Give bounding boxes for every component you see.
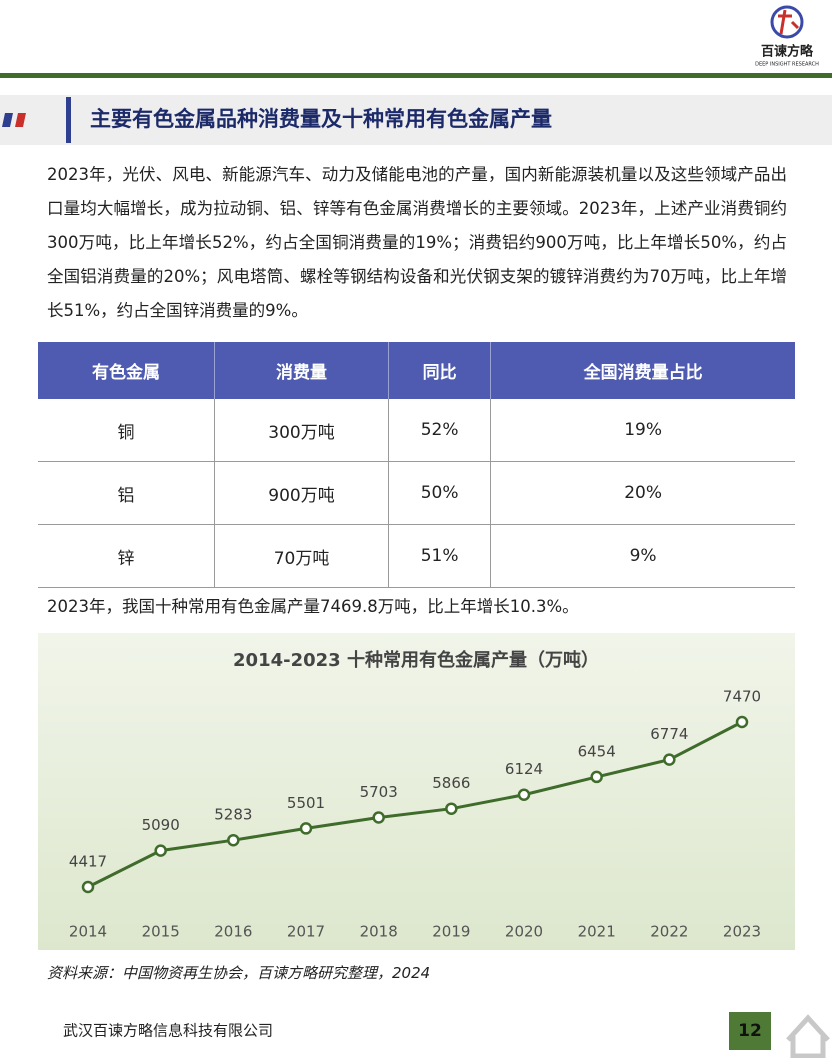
value-label: 7470: [723, 688, 761, 706]
table-cell: 52%: [387, 399, 491, 462]
source: 资料来源：中国物资再生协会，百谏方略研究整理，2024: [47, 964, 431, 982]
line: [87, 720, 743, 889]
title-band: [0, 95, 832, 145]
table-row: 铝 900万吨 50% 20%: [38, 461, 795, 525]
x-tick-label: 2023: [723, 923, 761, 941]
table-cell: 铜: [38, 399, 215, 462]
point: [299, 822, 313, 835]
point: [372, 811, 385, 824]
point: [445, 802, 458, 815]
chart-bg: [38, 633, 795, 950]
x-tick-label: 2022: [650, 923, 688, 941]
logo-icon: [770, 5, 804, 39]
value-label: 5090: [142, 816, 180, 834]
table-cell: 20%: [490, 461, 795, 525]
table-cell: 51%: [387, 524, 491, 588]
table: 有色金属 消费量 同比 全国消费量占比铜 300万吨 52% 19% 铝 900万吨 50% 20%…: [38, 342, 795, 588]
value-label: 5866: [432, 774, 470, 792]
table-cell: 900万吨: [214, 461, 389, 525]
x-tick-label: 2020: [505, 923, 543, 941]
column-header: 全国消费量占比: [490, 342, 795, 399]
value-label: 6774: [650, 725, 688, 743]
table-cell: 9%: [490, 524, 795, 588]
table-cell: 铝: [38, 461, 215, 525]
value-label: 5283: [214, 806, 252, 824]
table-cell: 300万吨: [214, 399, 389, 462]
x-tick-label: 2015: [142, 923, 180, 941]
logo-subtext: DEEP INSIGHT RESEARCH: [755, 62, 819, 68]
header-rule: [0, 73, 832, 78]
paragraph: 2023年，我国十种常用有色金属产量7469.8万吨，比上年增长10.3%。: [47, 597, 579, 616]
x-tick-label: 2021: [578, 923, 616, 941]
point: [590, 770, 603, 784]
page-box: [729, 1012, 771, 1050]
stripes: [2, 113, 26, 127]
page-number: 12: [738, 1021, 762, 1041]
value-label: 6454: [578, 742, 616, 760]
point: [663, 753, 676, 766]
point: [154, 844, 167, 857]
table-row: 铜 300万吨 52% 19%: [38, 399, 795, 462]
column-header: 消费量: [214, 342, 389, 399]
table-cell: 50%: [387, 461, 491, 525]
chart: 2014-2023 十种常用有色金属产量（万吨） 2014 2015 2016 201…: [38, 633, 795, 950]
x-tick-label: 2019: [432, 923, 470, 941]
logo-icon: [778, 9, 800, 35]
table-cell: 70万吨: [214, 524, 389, 588]
title-bar: [66, 97, 71, 143]
value-label: 5501: [287, 794, 325, 812]
header-row: 有色金属 消费量 同比 全国消费量占比: [38, 342, 795, 399]
section-title: 主要有色金属品种消费量及十种常用有色金属产量: [90, 107, 552, 131]
x-tick-label: 2018: [360, 923, 398, 941]
paragraph: 2023年，光伏、风电、新能源汽车、动力及储能电池的产量，国内新能源装机量以及这…: [47, 165, 787, 320]
column-header: 有色金属: [38, 342, 215, 399]
table-cell: 19%: [490, 399, 795, 462]
point: [227, 833, 240, 847]
point: [81, 880, 95, 894]
chart-title: 2014-2023 十种常用有色金属产量（万吨）: [233, 649, 599, 671]
footer-company: 武汉百谏方略信息科技有限公司: [63, 1022, 273, 1040]
logo-text: 百谏方略: [761, 44, 814, 60]
value-label: 4417: [69, 853, 107, 871]
x-tick-label: 2014: [69, 923, 107, 941]
value-label: 5703: [360, 783, 398, 801]
x-tick-label: 2017: [287, 923, 325, 941]
home-icon[interactable]: [786, 1014, 830, 1058]
column-header: 同比: [387, 342, 491, 399]
point: [517, 788, 531, 801]
x-tick-label: 2016: [214, 923, 252, 941]
point: [735, 715, 749, 729]
table-cell: 锌: [38, 524, 215, 588]
table-row: 锌 70万吨 51% 9%: [38, 524, 795, 588]
value-label: 6124: [505, 760, 543, 778]
